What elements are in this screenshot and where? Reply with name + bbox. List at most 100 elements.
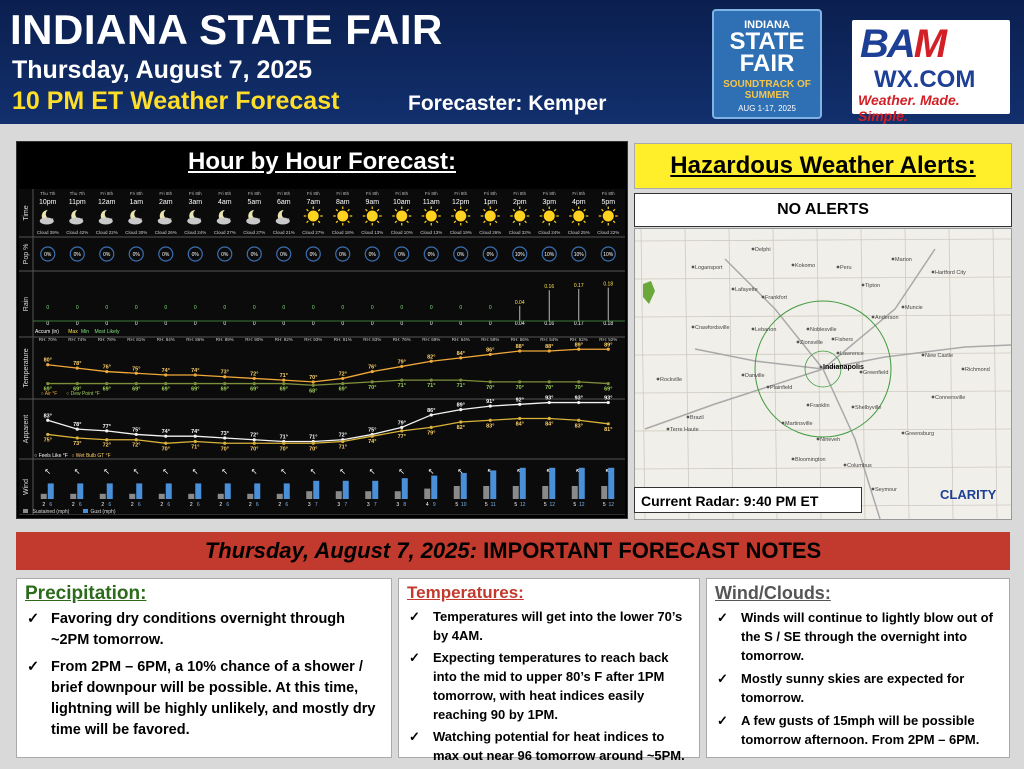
sun-icon [602, 210, 614, 222]
feels-like-point [75, 427, 79, 431]
moon-shadow [104, 209, 115, 219]
pop-value: 0% [280, 252, 288, 258]
hour-day-label: Fri 8th [159, 191, 172, 196]
fair-logo-line2: STATE [729, 28, 805, 55]
hour-day-label: Fri 8th [543, 191, 556, 196]
city-marker [766, 385, 770, 389]
air-temp-label: 79° [398, 359, 406, 365]
hour-time-label: 6am [277, 199, 291, 206]
county-line [728, 229, 734, 519]
precipitation-title: Precipitation: [25, 583, 147, 604]
wind-sustained-bar [571, 486, 578, 499]
rh-value: RH: 78% [98, 337, 116, 342]
city-marker [861, 283, 865, 287]
city-marker [843, 463, 847, 467]
wind-gust-bar [401, 478, 408, 499]
feels-like-label: 71° [309, 435, 317, 441]
temperature-notes: Temperatures: Temperatures will get into… [398, 578, 700, 763]
wind-gust-value: 6 [49, 502, 52, 508]
pop-value: 0% [74, 252, 82, 258]
rain-max-value: 0 [135, 305, 138, 311]
sun-ray [465, 208, 468, 212]
air-temp-point [341, 376, 345, 381]
sun-ray [553, 208, 557, 212]
rh-value: RH: 64% [452, 337, 470, 342]
cloud-cover-label: Cloud 25% [568, 230, 590, 235]
county-line [635, 428, 1011, 432]
wet-bulb-label: 83° [575, 423, 583, 429]
county-line [992, 229, 998, 519]
wet-bulb-label: 75° [44, 437, 52, 443]
air-temp-label: 72° [339, 371, 347, 377]
hour-time-label: 12pm [452, 199, 470, 206]
pop-ring [69, 246, 85, 262]
air-temp-label: 89° [575, 342, 583, 348]
air-temp-label: 74° [162, 368, 170, 374]
cloud-cover-label: Cloud 32% [509, 230, 531, 235]
row-label: Apparent [23, 415, 30, 443]
air-temp-label: 88° [516, 344, 524, 350]
pop-value: 0% [44, 252, 52, 258]
air-temp-point [459, 356, 463, 360]
city-marker [781, 421, 785, 425]
pop-value: 0% [487, 252, 495, 258]
sun-ray [583, 220, 586, 224]
air-temp-label: 76° [103, 365, 111, 371]
sun-ray [583, 208, 586, 212]
wet-bulb-label: 81° [604, 427, 612, 433]
row-label: Rain [23, 297, 30, 312]
hour-time-label: 10pm [39, 199, 57, 206]
rain-likely-value: 0 [341, 321, 344, 327]
wind-gust-value: 6 [79, 502, 82, 508]
air-temp-point [193, 373, 197, 377]
highway [822, 248, 936, 370]
dew-point-point [75, 381, 79, 386]
radar-echo [643, 281, 655, 304]
dew-point-point [223, 381, 227, 386]
wet-bulb-point [193, 439, 197, 444]
rh-value: RH: 76% [393, 337, 411, 342]
feels-like-label: 75° [368, 427, 376, 433]
hour-day-label: Fri 8th [484, 191, 497, 196]
hour-time-label: 11pm [69, 199, 86, 206]
air-temp-point [134, 371, 138, 375]
wind-sustained-value: 5 [514, 502, 517, 508]
dew-point-point [282, 381, 286, 386]
wind-gust-bar [136, 483, 143, 499]
wet-bulb-label: 70° [162, 446, 170, 452]
wind-gust-value: 6 [197, 502, 200, 508]
wind-gust-value: 6 [285, 502, 288, 508]
pop-ring [512, 246, 528, 262]
cloud-cover-label: Cloud 39% [37, 230, 59, 235]
city-marker [851, 405, 855, 409]
wet-bulb-point [134, 438, 138, 442]
rain-likely-value: 0 [135, 321, 138, 327]
feels-like-point [46, 418, 50, 422]
rain-legend-max: Max [68, 329, 78, 335]
wind-gust-bar [165, 483, 172, 499]
cloud-icon [216, 217, 231, 225]
wind-gust-bar [195, 483, 202, 499]
air-temp-point [252, 376, 256, 381]
fair-logo-tagline: SOUNDTRACK OF SUMMER [723, 79, 811, 101]
wind-gust-value: 12 [608, 502, 614, 508]
pop-ring [600, 246, 616, 262]
hour-time-label: 10am [393, 199, 411, 206]
rain-max-value: 0.17 [574, 283, 584, 289]
air-temp-point [606, 347, 610, 351]
highway [724, 258, 881, 519]
sun-ray [335, 208, 339, 212]
sun-ray [365, 208, 368, 212]
cloud-cover-label: Cloud 24% [538, 230, 560, 235]
city-marker [741, 373, 745, 377]
pop-value: 0% [221, 252, 229, 258]
dew-point-label: 69° [250, 387, 258, 393]
wind-direction-arrow-icon: ↖ [280, 467, 287, 476]
wet-bulb-point [577, 418, 581, 422]
wind-gust-bar [283, 483, 290, 499]
wind-gust-value: 12 [520, 502, 526, 508]
rain-likely-value: 0 [400, 321, 403, 327]
hour-time-label: 12am [98, 199, 116, 206]
feels-like-point [193, 434, 197, 438]
feels-like-point [429, 413, 433, 417]
